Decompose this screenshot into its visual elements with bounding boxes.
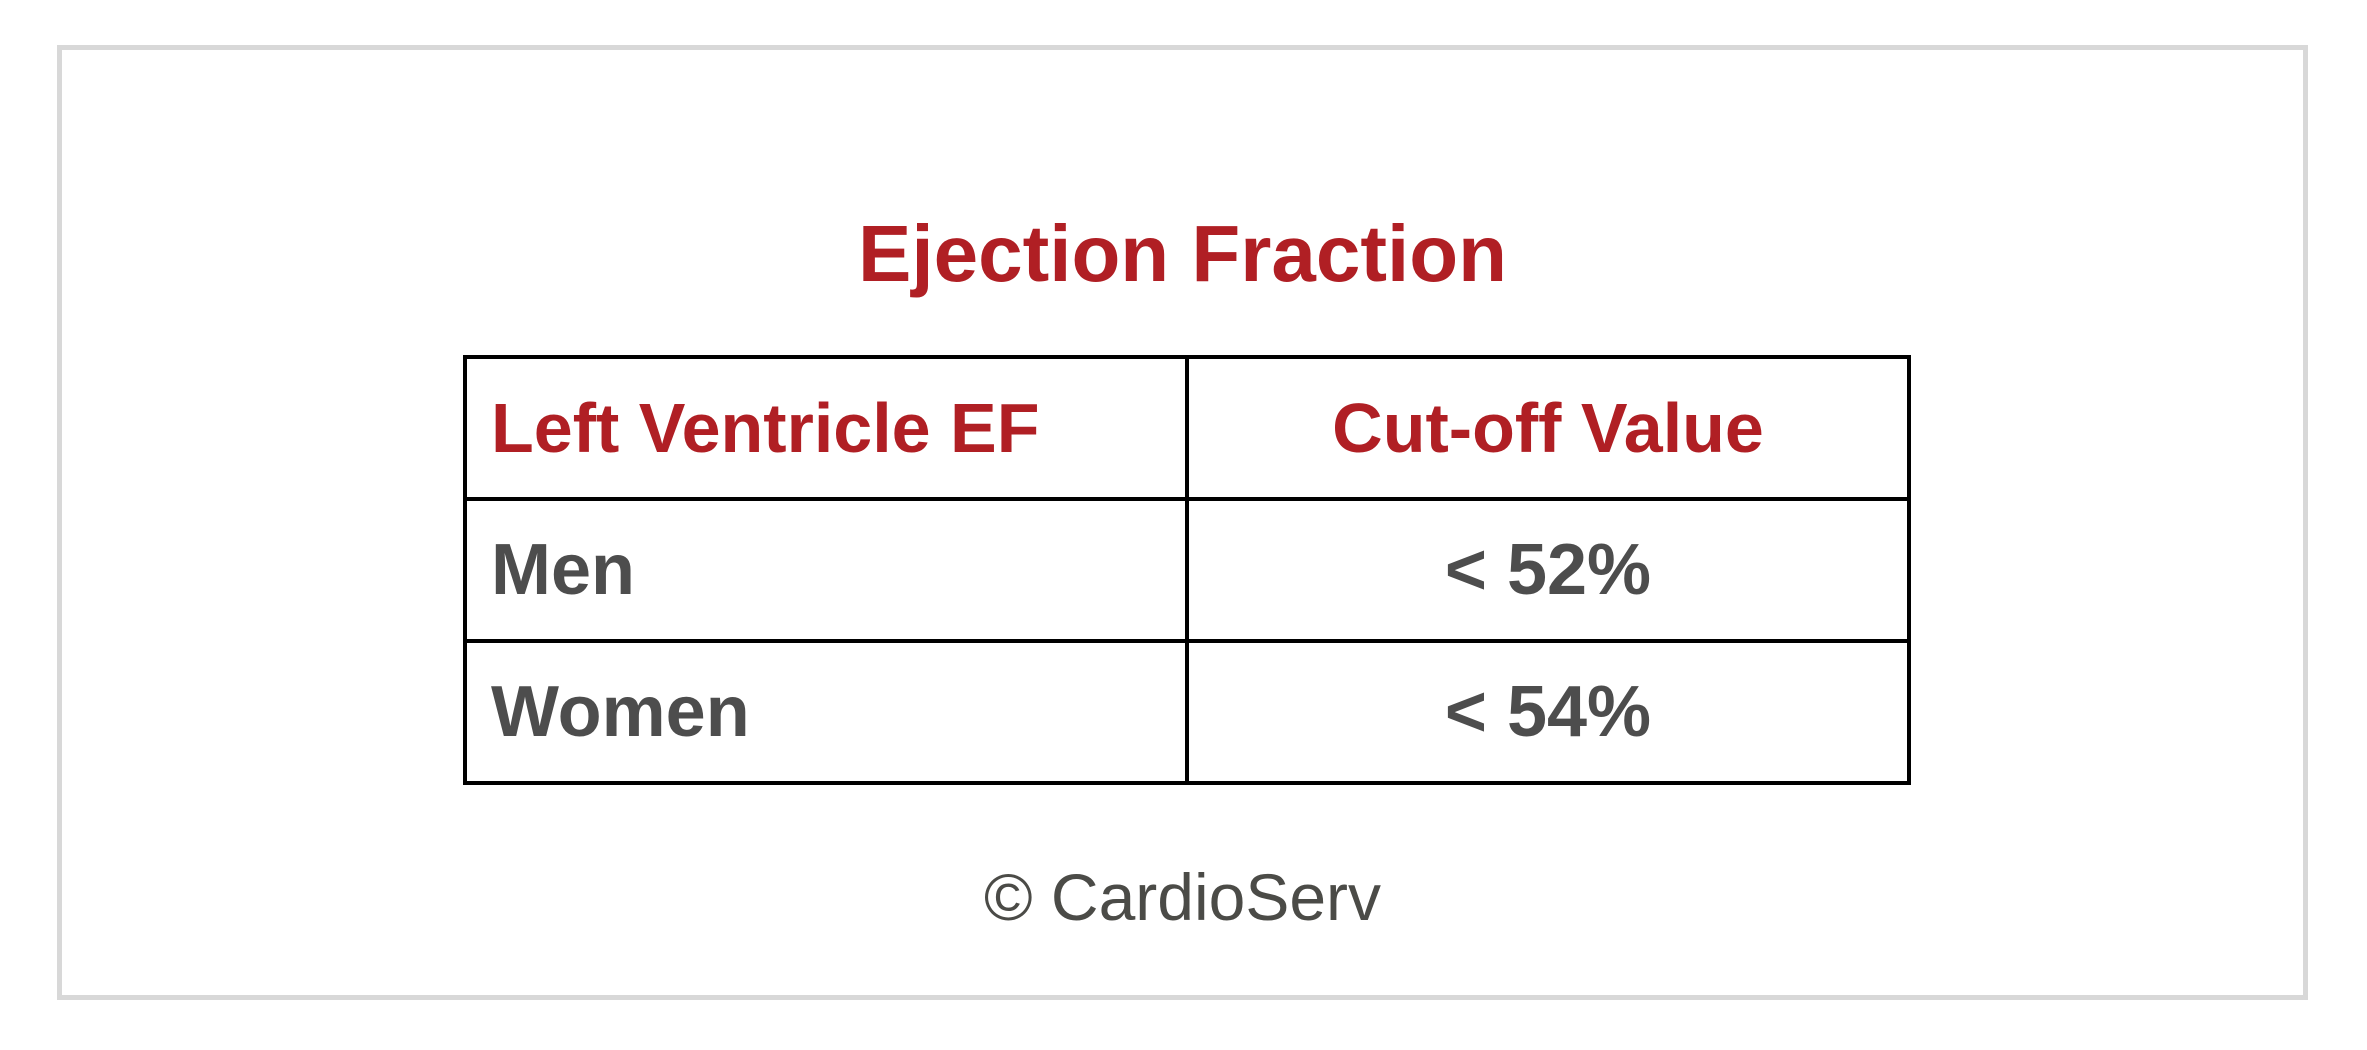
table-header-row: Left Ventricle EF Cut-off Value <box>463 355 1911 501</box>
table-row-men: Men < 52% <box>463 497 1911 643</box>
row-label-men: Men <box>463 497 1189 643</box>
page-title: Ejection Fraction <box>858 209 1507 298</box>
row-label-women: Women <box>463 639 1189 785</box>
cell-value-women: < 54% <box>1185 639 1911 785</box>
column-header-left-ventricle-ef: Left Ventricle EF <box>463 355 1189 501</box>
copyright-text: © CardioServ <box>983 860 1382 934</box>
column-header-cutoff-value: Cut-off Value <box>1185 355 1911 501</box>
ef-table: Left Ventricle EF Cut-off Value Men < 52… <box>463 355 1911 785</box>
cell-value-men: < 52% <box>1185 497 1911 643</box>
table-row-women: Women < 54% <box>463 639 1911 785</box>
card: Ejection Fraction Left Ventricle EF Cut-… <box>57 45 2308 1000</box>
